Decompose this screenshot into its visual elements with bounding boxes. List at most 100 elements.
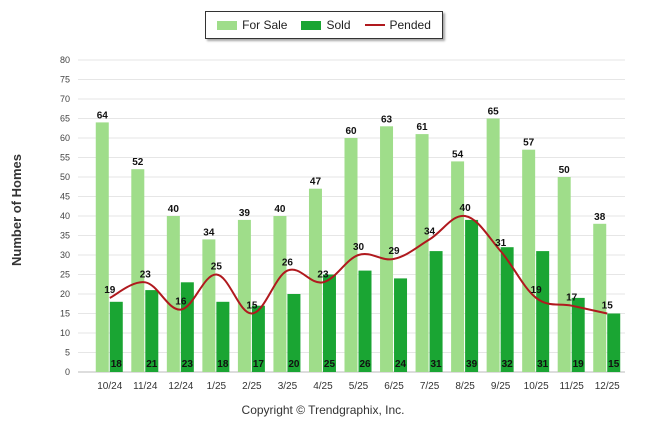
legend-label-sold: Sold (326, 18, 351, 32)
data-label-sold: 24 (395, 359, 407, 370)
bar-for-sale (344, 138, 358, 372)
y-tick-label: 75 (60, 75, 70, 85)
data-label-pended: 31 (495, 238, 507, 249)
pended-line (109, 214, 608, 315)
data-label-for-sale: 39 (239, 208, 251, 219)
y-tick-label: 25 (60, 270, 70, 280)
data-label-pended: 40 (460, 203, 472, 214)
data-label-sold: 39 (466, 359, 478, 370)
data-label-sold: 17 (253, 359, 265, 370)
bar-for-sale (380, 126, 394, 372)
y-tick-label: 55 (60, 153, 70, 163)
bar-sold (180, 282, 194, 372)
data-label-sold: 23 (182, 359, 194, 370)
bar-sold (394, 278, 408, 372)
bar-sold (287, 294, 301, 372)
data-label-sold: 26 (359, 359, 371, 370)
x-tick-label: 9/25 (491, 381, 511, 392)
data-label-pended: 17 (566, 293, 578, 304)
y-tick-label: 30 (60, 250, 70, 260)
copyright-credit: Copyright © Trendgraphix, Inc. (241, 403, 405, 417)
data-label-sold: 15 (608, 359, 620, 370)
legend-label-pended: Pended (389, 18, 431, 32)
legend-swatch-pended (364, 24, 385, 26)
bar-for-sale (95, 122, 109, 373)
data-label-for-sale: 50 (559, 165, 571, 176)
data-label-sold: 18 (217, 359, 229, 370)
data-label-for-sale: 63 (381, 114, 393, 125)
data-label-sold: 20 (288, 359, 300, 370)
bar-sold (536, 251, 550, 372)
x-tick-label: 10/25 (524, 381, 549, 392)
data-label-pended: 23 (140, 269, 152, 280)
legend-item-for-sale[interactable]: For Sale (217, 18, 287, 32)
bar-sold (607, 313, 621, 372)
data-label-pended: 29 (388, 246, 400, 257)
bar-for-sale (166, 216, 180, 372)
data-label-pended: 34 (424, 226, 436, 237)
data-label-sold: 32 (502, 359, 514, 370)
y-tick-label: 80 (60, 55, 70, 65)
bar-for-sale (237, 219, 251, 372)
data-label-pended: 19 (531, 285, 543, 296)
x-tick-label: 5/25 (349, 381, 369, 392)
data-label-for-sale: 57 (523, 138, 535, 149)
bar-sold (145, 290, 159, 372)
x-tick-label: 2/25 (242, 381, 262, 392)
data-label-for-sale: 40 (168, 204, 180, 215)
bar-for-sale (308, 188, 322, 372)
bar-sold (216, 301, 230, 372)
data-label-for-sale: 47 (310, 177, 322, 188)
x-tick-label: 11/25 (560, 381, 585, 392)
data-label-for-sale: 34 (203, 227, 215, 238)
x-tick-label: 10/24 (97, 381, 122, 392)
bar-for-sale (522, 149, 536, 372)
y-tick-label: 20 (60, 289, 70, 299)
bar-for-sale (486, 118, 500, 372)
bar-sold (358, 270, 372, 372)
y-tick-label: 0 (65, 367, 70, 377)
data-label-pended: 25 (211, 262, 223, 273)
data-label-sold: 31 (431, 359, 443, 370)
data-label-sold: 19 (573, 359, 585, 370)
legend-swatch-sold (301, 20, 322, 30)
data-label-for-sale: 60 (345, 126, 357, 137)
data-label-for-sale: 65 (488, 107, 500, 118)
bar-sold (429, 251, 443, 372)
data-label-for-sale: 54 (452, 149, 464, 160)
data-label-for-sale: 40 (274, 204, 286, 215)
data-label-pended: 23 (317, 269, 329, 280)
legend-swatch-for-sale (217, 20, 238, 30)
data-label-for-sale: 52 (132, 157, 144, 168)
bar-sold (251, 305, 265, 372)
x-tick-label: 3/25 (278, 381, 298, 392)
bar-sold (109, 301, 123, 372)
legend-item-sold[interactable]: Sold (301, 18, 351, 32)
bar-for-sale (415, 134, 429, 372)
bar-for-sale (273, 216, 287, 372)
data-label-pended: 15 (246, 301, 258, 312)
bar-sold (500, 247, 514, 372)
data-label-sold: 18 (111, 359, 123, 370)
data-label-pended: 19 (104, 285, 116, 296)
x-tick-label: 12/24 (168, 381, 193, 392)
y-tick-label: 65 (60, 114, 70, 124)
data-label-for-sale: 64 (97, 110, 109, 121)
bar-for-sale (202, 239, 216, 372)
data-label-for-sale: 38 (594, 212, 606, 223)
x-tick-label: 6/25 (384, 381, 404, 392)
bar-for-sale (131, 169, 145, 372)
legend-label-for-sale: For Sale (242, 18, 288, 32)
x-tick-label: 4/25 (313, 381, 333, 392)
x-tick-label: 1/25 (207, 381, 227, 392)
y-tick-label: 5 (65, 348, 70, 358)
x-tick-label: 12/25 (595, 381, 620, 392)
y-tick-label: 60 (60, 133, 70, 143)
y-tick-label: 40 (60, 211, 70, 221)
x-tick-label: 11/24 (133, 381, 158, 392)
legend-item-pended[interactable]: Pended (364, 18, 431, 32)
bar-sold (322, 274, 336, 372)
x-tick-label: 8/25 (455, 381, 475, 392)
chart-legend: For Sale Sold Pended (205, 11, 443, 39)
bar-sold (571, 297, 585, 372)
